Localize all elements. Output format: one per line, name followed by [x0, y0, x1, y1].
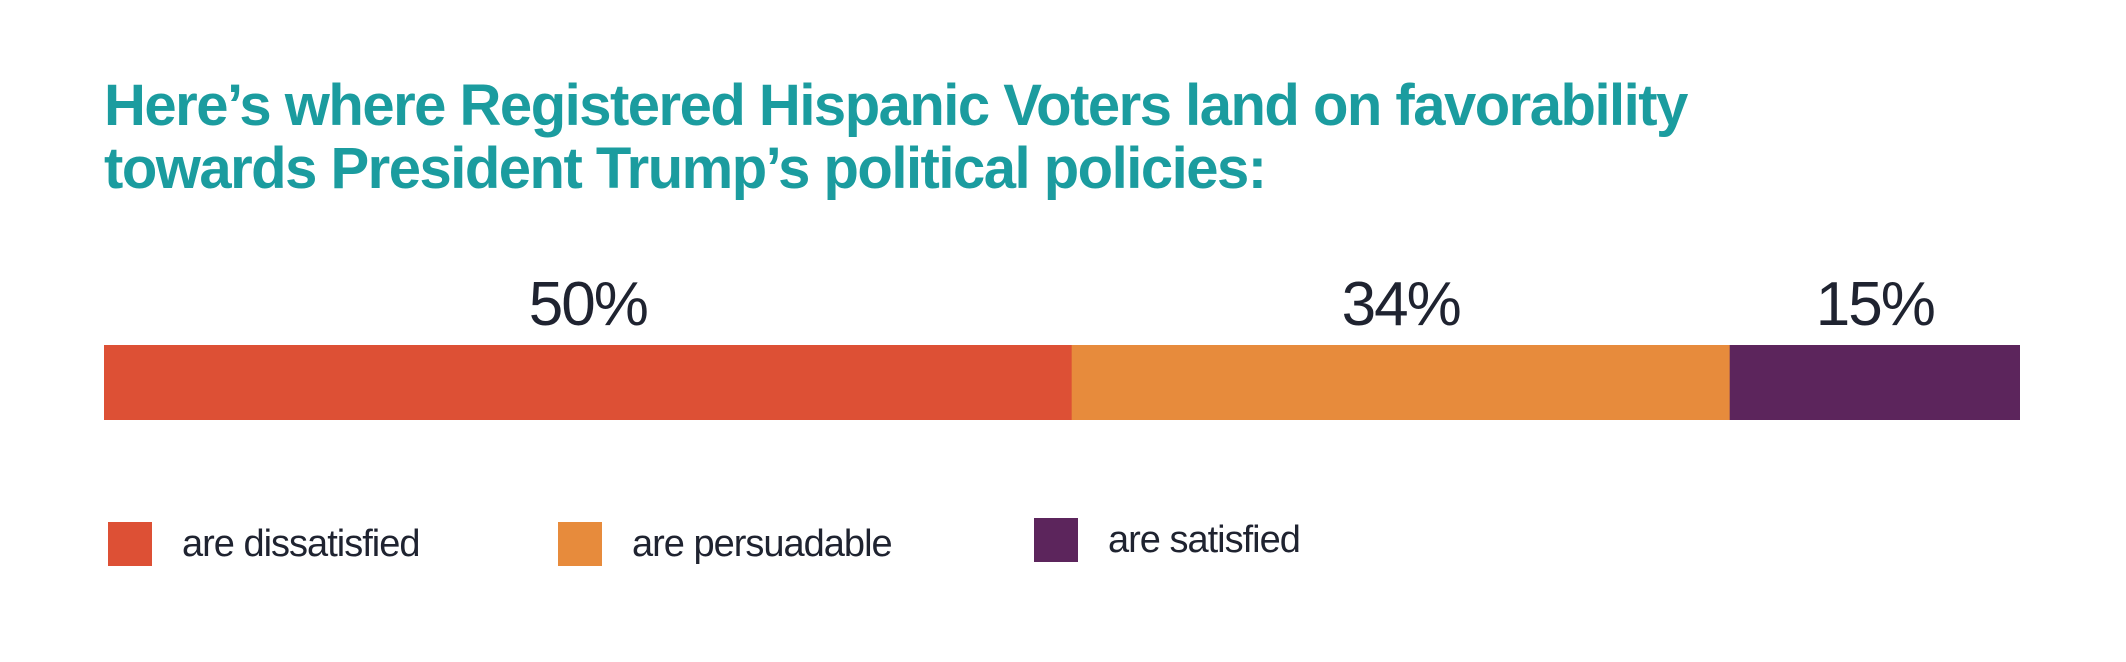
legend-label-persuadable: are persuadable: [632, 522, 893, 565]
bar-segment-satisfied: [1729, 345, 2020, 420]
bar-segment-dissatisfied: [104, 345, 1073, 420]
legend-label-satisfied: are satisfied: [1108, 518, 1301, 561]
legend-item-satisfied: are satisfied: [1034, 518, 1301, 562]
legend-item-dissatisfied: are dissatisfied: [108, 522, 420, 566]
value-labels: 50% 34% 15%: [529, 270, 1936, 339]
bar-segments: [104, 345, 2020, 420]
chart-title-line-2: towards President Trump’s political poli…: [104, 136, 1267, 201]
value-label-dissatisfied: 50%: [529, 270, 647, 339]
legend-item-persuadable: are persuadable: [558, 522, 893, 566]
legend-swatch-persuadable: [558, 522, 602, 566]
legend-label-dissatisfied: are dissatisfied: [182, 522, 420, 565]
value-label-persuadable: 34%: [1342, 270, 1460, 339]
legend-swatch-dissatisfied: [108, 522, 152, 566]
value-label-satisfied: 15%: [1816, 270, 1934, 339]
chart-title: Here’s where Registered Hispanic Voters …: [104, 74, 2004, 200]
legend: are dissatisfied are persuadable are sat…: [0, 518, 2126, 572]
legend-swatch-satisfied: [1034, 518, 1078, 562]
chart-title-line-1: Here’s where Registered Hispanic Voters …: [104, 73, 1688, 138]
bar-segment-persuadable: [1071, 345, 1731, 420]
